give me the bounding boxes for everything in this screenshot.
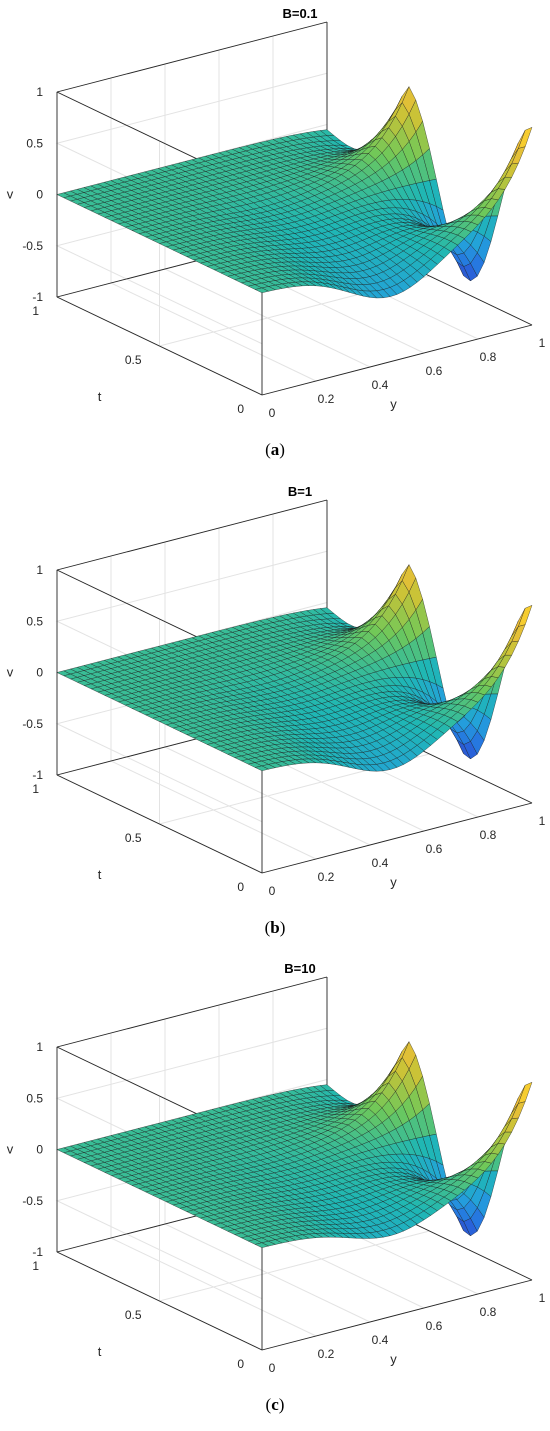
surface-mesh bbox=[56, 86, 533, 299]
z-tick-label: 1 bbox=[36, 85, 43, 99]
t-tick-label: 0 bbox=[237, 1357, 244, 1371]
t-tick-label: 1 bbox=[32, 782, 39, 796]
y-tick-label: 1 bbox=[539, 814, 546, 828]
y-tick-label: 0 bbox=[269, 884, 276, 898]
y-tick-label: 0.2 bbox=[318, 392, 335, 406]
z-tick-label: 1 bbox=[36, 1040, 43, 1054]
chart-title: B=1 bbox=[288, 484, 312, 499]
z-tick-label: 0 bbox=[36, 1143, 43, 1157]
z-tick-label: -1 bbox=[32, 768, 43, 782]
z-tick-label: -0.5 bbox=[22, 239, 43, 253]
y-tick-label: 0.4 bbox=[372, 1333, 389, 1347]
t-axis-label: t bbox=[98, 389, 102, 404]
figure-caption: (a) bbox=[265, 440, 285, 459]
y-tick-label: 0.2 bbox=[318, 1347, 335, 1361]
tick-labels: -1 -0.5 0 0.5 1 0 0.5 1 0 0.2 0.4 0.6 0.8 1 bbox=[22, 563, 545, 898]
surface-chart-c: B=10 -1 -0.5 0 0.5 1 0 0.5 1 0 0.2 0.4 0.6 0.8 1 v t y (c… bbox=[0, 955, 550, 1431]
z-tick-label: -0.5 bbox=[22, 717, 43, 731]
y-tick-label: 0.4 bbox=[372, 856, 389, 870]
y-tick-label: 0.6 bbox=[426, 364, 443, 378]
z-axis-label: v bbox=[7, 187, 14, 202]
y-tick-label: 0.6 bbox=[426, 842, 443, 856]
y-tick-label: 0.6 bbox=[426, 1319, 443, 1333]
z-tick-label: 1 bbox=[36, 563, 43, 577]
figure-caption: (b) bbox=[264, 918, 286, 937]
surface-chart-b: B=1 -1 -0.5 0 0.5 1 0 0.5 1 0 0.2 0.4 0.6 0.8 1 v t y (b) bbox=[0, 478, 550, 954]
t-tick-label: 0.5 bbox=[125, 353, 142, 367]
surface-mesh bbox=[56, 564, 533, 772]
y-axis-label: y bbox=[390, 397, 397, 412]
y-axis-label: y bbox=[390, 1352, 397, 1367]
y-tick-label: 0 bbox=[269, 1361, 276, 1375]
z-axis-label: v bbox=[7, 1142, 14, 1157]
t-tick-label: 0.5 bbox=[125, 831, 142, 845]
chart-svg: B=1 -1 -0.5 0 0.5 1 0 0.5 1 0 0.2 0.4 0.6 0.8 1 v t y bbox=[7, 484, 546, 898]
z-tick-label: 0 bbox=[36, 188, 43, 202]
t-tick-label: 1 bbox=[32, 304, 39, 318]
y-tick-label: 1 bbox=[539, 336, 546, 350]
z-tick-label: 0.5 bbox=[26, 614, 43, 628]
figure-caption: (c) bbox=[265, 1395, 285, 1414]
chart-svg: B=10 -1 -0.5 0 0.5 1 0 0.5 1 0 0.2 0.4 0.6 0.8 1 v t y bbox=[7, 961, 546, 1375]
y-tick-label: 0.8 bbox=[480, 1305, 497, 1319]
z-tick-label: 0.5 bbox=[26, 1091, 43, 1105]
t-tick-label: 0 bbox=[237, 880, 244, 894]
surface-mesh bbox=[56, 1041, 533, 1248]
y-tick-label: 0.8 bbox=[480, 828, 497, 842]
z-tick-label: -0.5 bbox=[22, 1194, 43, 1208]
z-axis-label: v bbox=[7, 665, 14, 680]
t-axis-label: t bbox=[98, 1344, 102, 1359]
y-axis-label: y bbox=[390, 875, 397, 890]
z-tick-label: -1 bbox=[32, 1245, 43, 1259]
t-tick-label: 0 bbox=[237, 402, 244, 416]
chart-svg: B=0.1 -1 -0.5 0 0.5 1 0 0.5 1 0 0.2 0.4 0.6 0.8 1 v t y bbox=[7, 6, 546, 420]
y-tick-label: 0.2 bbox=[318, 870, 335, 884]
y-tick-label: 0.4 bbox=[372, 378, 389, 392]
chart-title: B=10 bbox=[284, 961, 315, 976]
chart-title: B=0.1 bbox=[282, 6, 317, 21]
z-tick-label: -1 bbox=[32, 290, 43, 304]
tick-labels: -1 -0.5 0 0.5 1 0 0.5 1 0 0.2 0.4 0.6 0.8 1 bbox=[22, 1040, 545, 1375]
y-tick-label: 1 bbox=[539, 1291, 546, 1305]
t-axis-label: t bbox=[98, 867, 102, 882]
tick-labels: -1 -0.5 0 0.5 1 0 0.5 1 0 0.2 0.4 0.6 0.8 1 bbox=[22, 85, 545, 420]
t-tick-label: 1 bbox=[32, 1259, 39, 1273]
t-tick-label: 0.5 bbox=[125, 1308, 142, 1322]
z-tick-label: 0.5 bbox=[26, 136, 43, 150]
y-tick-label: 0 bbox=[269, 406, 276, 420]
y-tick-label: 0.8 bbox=[480, 350, 497, 364]
surface-chart-a: B=0.1 -1 -0.5 0 0.5 1 0 0.5 1 0 0.2 0.4 0.6 0.8 1 v t y (… bbox=[0, 0, 550, 476]
z-tick-label: 0 bbox=[36, 666, 43, 680]
